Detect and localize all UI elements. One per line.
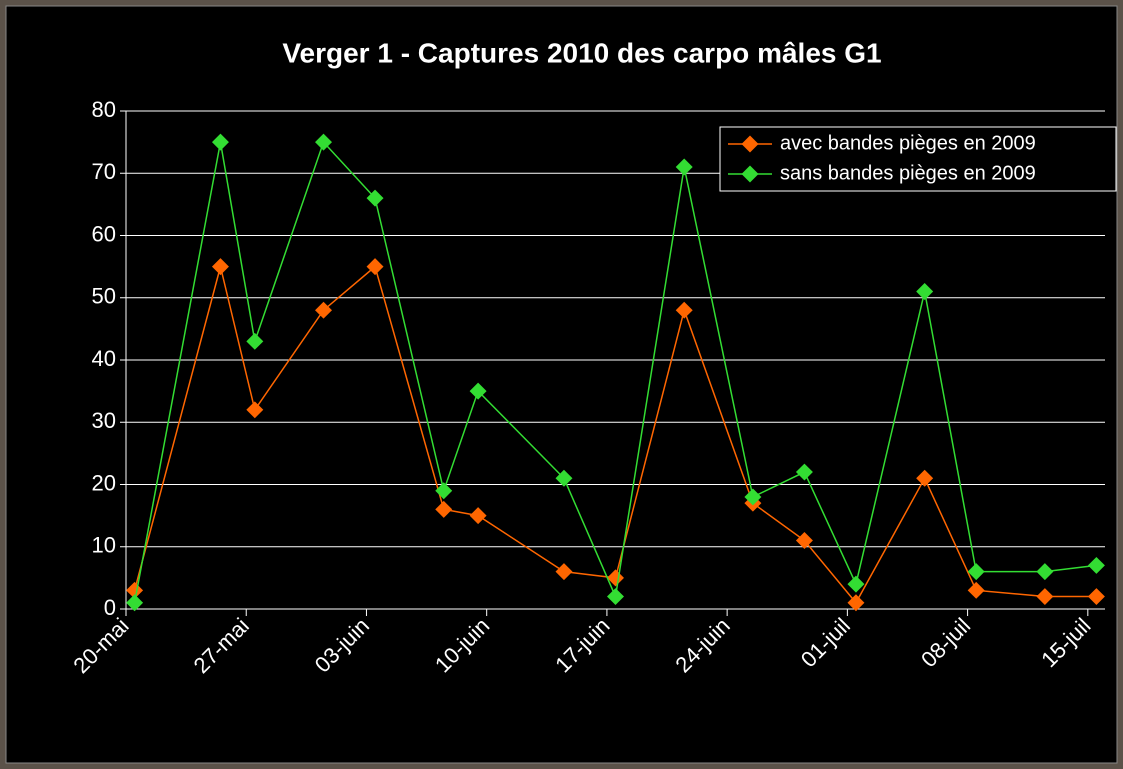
y-tick-label: 10 [92, 533, 116, 558]
data-point [469, 382, 487, 400]
data-point [315, 133, 333, 151]
data-point [246, 401, 264, 419]
data-point [795, 463, 813, 481]
data-point [916, 469, 934, 487]
data-point [469, 507, 487, 525]
data-point [847, 594, 865, 612]
data-point [555, 469, 573, 487]
data-point [916, 283, 934, 301]
y-tick-label: 40 [92, 346, 116, 371]
chart-title: Verger 1 - Captures 2010 des carpo mâles… [282, 37, 881, 68]
data-point [1087, 556, 1105, 574]
data-point [1036, 563, 1054, 581]
data-point [1036, 588, 1054, 606]
y-tick-label: 20 [92, 470, 116, 495]
data-point [126, 594, 144, 612]
y-tick-label: 70 [92, 159, 116, 184]
data-point [126, 581, 144, 599]
data-point [315, 301, 333, 319]
y-tick-label: 30 [92, 408, 116, 433]
data-point [435, 482, 453, 500]
legend-marker [741, 135, 759, 153]
data-point [847, 575, 865, 593]
y-tick-label: 0 [104, 595, 116, 620]
legend-label: avec bandes pièges en 2009 [780, 132, 1036, 154]
y-tick-label: 50 [92, 284, 116, 309]
legend-box [719, 126, 1117, 192]
y-tick-label: 80 [92, 97, 116, 122]
data-point [435, 500, 453, 518]
data-point [675, 301, 693, 319]
data-point [555, 563, 573, 581]
data-point [211, 258, 229, 276]
data-point [675, 158, 693, 176]
data-point [246, 332, 264, 350]
data-point [967, 581, 985, 599]
data-point [744, 488, 762, 506]
data-point [366, 189, 384, 207]
y-tick-label: 60 [92, 221, 116, 246]
data-point [967, 563, 985, 581]
data-point [607, 588, 624, 606]
data-point [1087, 588, 1105, 606]
data-point [211, 133, 229, 151]
legend-marker [741, 165, 759, 183]
data-point [366, 258, 384, 276]
data-point [795, 532, 813, 550]
legend-label: sans bandes pièges en 2009 [780, 162, 1036, 184]
